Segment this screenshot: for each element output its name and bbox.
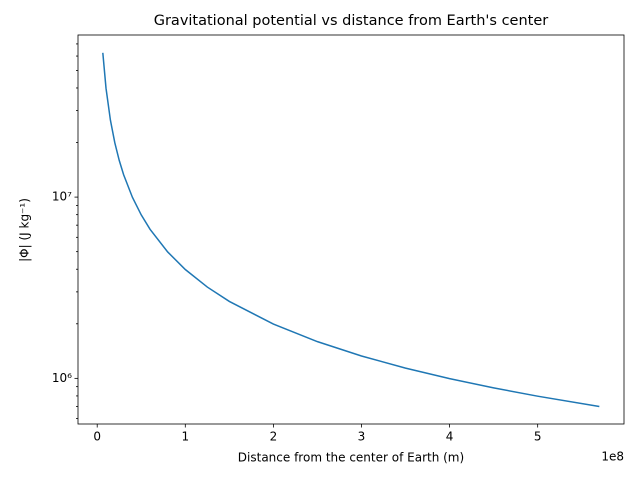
x-tick-label: 3 [358, 430, 366, 444]
x-tick-label: 5 [534, 430, 542, 444]
x-axis-label: Distance from the center of Earth (m) [238, 451, 464, 465]
x-tick-label: 4 [446, 430, 454, 444]
x-tick-label: 2 [270, 430, 278, 444]
y-tick-label: 10⁷ [52, 190, 72, 204]
y-axis-label: |Φ| (J kg⁻¹) [18, 198, 32, 262]
x-offset-label: 1e8 [601, 450, 624, 464]
axes-frame [77, 34, 625, 425]
data-line [102, 52, 600, 408]
y-tick-label: 10⁶ [52, 371, 72, 385]
x-tick-label: 1 [181, 430, 189, 444]
x-tick-label: 0 [93, 430, 101, 444]
chart-title: Gravitational potential vs distance from… [154, 13, 549, 29]
